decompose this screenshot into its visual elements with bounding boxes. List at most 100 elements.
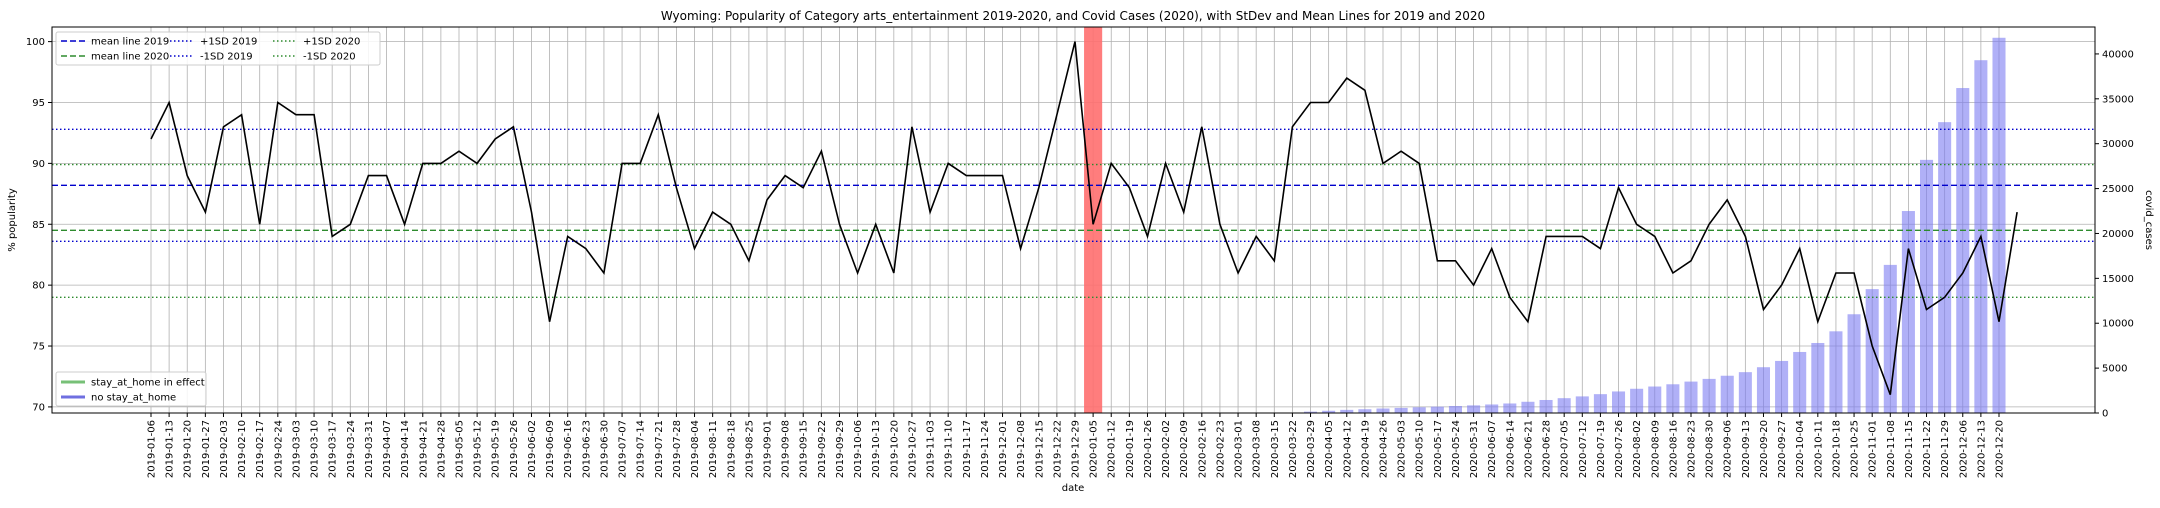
covid-bar	[1648, 387, 1661, 413]
x-tick-label: 2020-06-28	[1542, 420, 1553, 478]
x-tick-label: 2019-09-29	[835, 420, 846, 478]
x-tick-label: 2019-12-08	[1016, 420, 1027, 478]
x-tick-label: 2019-08-04	[690, 420, 701, 478]
x-tick-label: 2019-10-27	[907, 420, 918, 478]
x-tick-label: 2019-10-13	[871, 420, 882, 478]
x-tick-label: 2020-10-11	[1813, 420, 1824, 478]
x-tick-label: 2020-02-23	[1215, 420, 1226, 478]
y-tick-label: 90	[32, 159, 45, 170]
x-tick-label: 2020-03-08	[1252, 420, 1263, 478]
x-tick-label: 2020-09-27	[1777, 420, 1788, 478]
x-tick-label: 2019-01-13	[165, 420, 176, 478]
y2-tick-label: 25000	[2102, 184, 2134, 195]
covid-bar	[1956, 88, 1969, 413]
x-tick-label: 2020-06-07	[1487, 420, 1498, 478]
y-tick-label: 100	[26, 37, 45, 48]
x-tick-label: 2020-05-31	[1469, 420, 1480, 478]
x-tick-label: 2019-06-30	[599, 420, 610, 478]
x-tick-label: 2019-06-23	[581, 420, 592, 478]
x-tick-label: 2020-09-13	[1741, 420, 1752, 478]
x-tick-label: 2019-10-20	[889, 420, 900, 478]
x-tick-label: 2019-06-09	[545, 420, 556, 478]
x-tick-label: 2019-02-24	[273, 420, 284, 478]
plot-area: 7075808590951000500010000150002000025000…	[26, 27, 2134, 478]
covid-bar	[1775, 361, 1788, 413]
legend-label: no stay_at_home	[91, 393, 176, 404]
covid-bar	[1793, 352, 1806, 413]
y-tick-label: 70	[32, 402, 45, 413]
covid-bar	[1848, 314, 1861, 413]
legend-label: -1SD 2020	[303, 52, 356, 63]
covid-bar	[1866, 289, 1879, 413]
x-tick-label: 2020-10-25	[1850, 420, 1861, 478]
x-tick-label: 2019-05-19	[491, 420, 502, 478]
x-tick-label: 2020-07-12	[1578, 420, 1589, 478]
plot-background	[52, 27, 2095, 413]
x-tick-label: 2019-03-17	[328, 420, 339, 478]
x-tick-label: 2020-01-05	[1089, 420, 1100, 478]
y-tick-label: 75	[32, 342, 45, 353]
y2-tick-label: 35000	[2102, 94, 2134, 105]
legend-label: +1SD 2019	[200, 37, 257, 48]
x-tick-label: 2019-02-03	[219, 420, 230, 478]
x-tick-label: 2019-01-27	[201, 420, 212, 478]
legend-label: mean line 2020	[91, 52, 169, 63]
x-axis-label: date	[1062, 483, 1085, 494]
x-tick-label: 2019-04-21	[418, 420, 429, 478]
x-tick-label: 2020-03-01	[1234, 420, 1245, 478]
y2-axis-label: covid_cases	[2143, 190, 2154, 250]
x-tick-label: 2019-11-24	[980, 420, 991, 478]
x-tick-label: 2020-11-29	[1940, 420, 1951, 478]
x-tick-label: 2020-01-19	[1125, 420, 1136, 478]
x-tick-label: 2019-05-26	[509, 420, 520, 478]
x-tick-label: 2019-09-15	[799, 420, 810, 478]
x-tick-label: 2020-07-05	[1560, 420, 1571, 478]
x-tick-label: 2019-01-06	[147, 420, 158, 478]
covid-bar	[1992, 38, 2005, 413]
covid-bar	[1467, 405, 1480, 413]
y2-tick-label: 40000	[2102, 49, 2134, 60]
x-tick-label: 2020-10-18	[1831, 420, 1842, 478]
x-tick-label: 2020-08-16	[1668, 420, 1679, 478]
x-tick-label: 2019-02-10	[237, 420, 248, 478]
x-tick-label: 2019-04-28	[436, 420, 447, 478]
covid-bar	[1395, 408, 1408, 413]
covid-bar	[1811, 343, 1824, 413]
legend-label: mean line 2019	[91, 37, 169, 48]
x-tick-label: 2020-03-22	[1288, 420, 1299, 478]
x-tick-label: 2019-04-14	[400, 420, 411, 478]
x-tick-label: 2019-06-02	[527, 420, 538, 478]
x-tick-label: 2020-12-13	[1976, 420, 1987, 478]
y2-tick-label: 10000	[2102, 319, 2134, 330]
x-tick-label: 2020-12-06	[1958, 420, 1969, 478]
covid-bar	[1594, 394, 1607, 413]
x-tick-label: 2020-05-17	[1433, 420, 1444, 478]
x-tick-label: 2019-03-24	[346, 420, 357, 478]
x-tick-label: 2020-11-08	[1886, 420, 1897, 478]
x-tick-label: 2020-02-02	[1161, 420, 1172, 478]
x-tick-label: 2019-07-21	[654, 420, 665, 478]
x-tick-label: 2020-02-09	[1179, 420, 1190, 478]
x-tick-label: 2020-07-19	[1596, 420, 1607, 478]
y-axis-label: % popularity	[7, 188, 18, 252]
x-tick-label: 2020-04-05	[1324, 420, 1335, 478]
x-tick-label: 2020-01-12	[1107, 420, 1118, 478]
covid-bar	[1576, 396, 1589, 413]
x-tick-label: 2019-09-22	[817, 420, 828, 478]
x-tick-label: 2019-07-28	[672, 420, 683, 478]
x-tick-label: 2019-08-25	[744, 420, 755, 478]
covid-bar	[1938, 122, 1951, 413]
y-tick-label: 95	[32, 98, 45, 109]
covid-bar	[1721, 376, 1734, 413]
y-tick-label: 80	[32, 281, 45, 292]
covid-bar	[1431, 407, 1444, 413]
x-tick-label: 2019-07-07	[618, 420, 629, 478]
covid-bar	[1485, 404, 1498, 413]
x-tick-label: 2020-04-12	[1342, 420, 1353, 478]
x-tick-label: 2020-11-22	[1922, 420, 1933, 478]
x-tick-label: 2019-12-22	[1052, 420, 1063, 478]
x-tick-label: 2020-09-06	[1723, 420, 1734, 478]
x-tick-label: 2020-11-01	[1868, 420, 1879, 478]
x-tick-label: 2020-12-20	[1995, 420, 2006, 478]
covid-bar	[1413, 407, 1426, 413]
